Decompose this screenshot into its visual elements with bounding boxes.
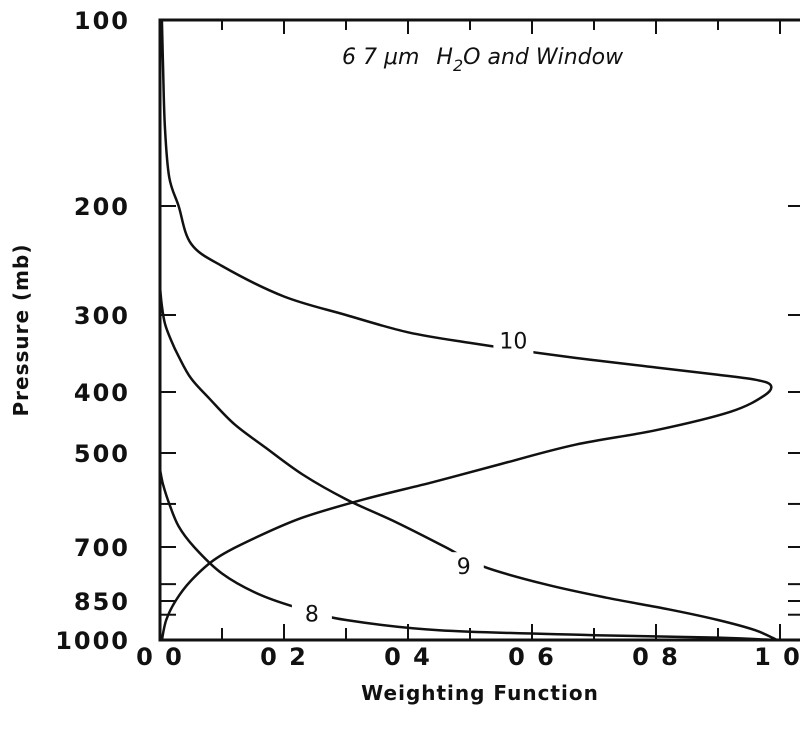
- x-tick-label: 0 2: [260, 643, 308, 671]
- x-tick-label: 1 0: [754, 643, 802, 671]
- y-tick-label: 200: [74, 193, 130, 221]
- x-axis-label: Weighting Function: [361, 681, 599, 705]
- chart-title: 6 7 μm H2O and Window: [342, 45, 624, 75]
- curve-label-9: 9: [457, 555, 471, 580]
- y-axis-label: Pressure (mb): [9, 244, 33, 417]
- curve-8: [158, 469, 774, 642]
- y-tick-label: 300: [74, 302, 130, 330]
- y-tick-label: 100: [74, 7, 130, 35]
- x-axis-ticks: 0 0 0 2 0 4 0 6 0 8 1 0: [136, 20, 802, 671]
- plot-frame: [158, 18, 800, 642]
- curve-label-10: 10: [499, 330, 527, 355]
- x-tick-label: 0 4: [384, 643, 432, 671]
- curve-label-8: 8: [305, 602, 319, 627]
- y-tick-label: 850: [74, 588, 130, 616]
- x-tick-label: 0 0: [136, 643, 184, 671]
- y-tick-label: 500: [74, 440, 130, 468]
- x-tick-label: 0 6: [508, 643, 556, 671]
- curve-10: [160, 19, 773, 641]
- y-tick-label: 400: [74, 379, 130, 407]
- curve-label-bg-10: [493, 326, 534, 355]
- y-tick-label: 1000: [55, 627, 130, 655]
- y-axis-ticks: 100 200 300 400 500 700 850 1000: [55, 7, 800, 655]
- curve-label-bg-8: [291, 599, 332, 628]
- series-curves: 10 9 8: [158, 19, 778, 642]
- curve-label-bg-9: [443, 552, 484, 581]
- curve-9: [158, 286, 778, 642]
- x-tick-label: 0 8: [632, 643, 680, 671]
- y-tick-label: 700: [74, 534, 130, 562]
